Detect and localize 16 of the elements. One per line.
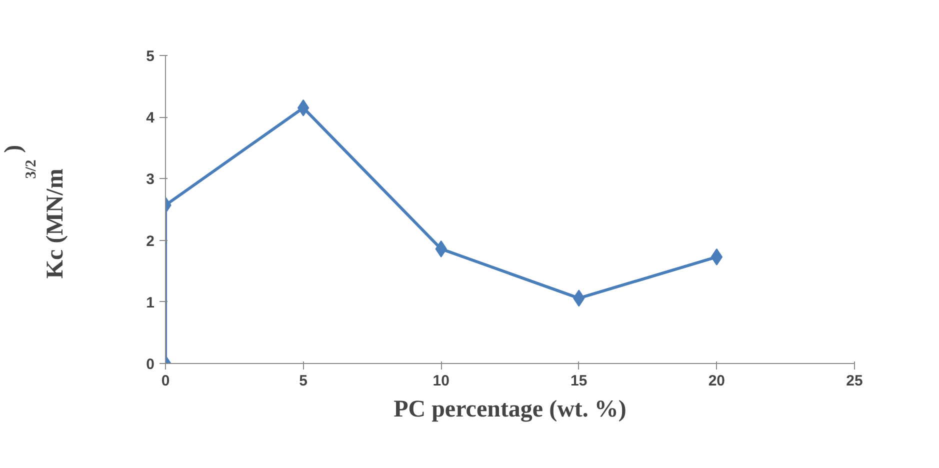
point xyxy=(710,248,723,266)
point xyxy=(297,99,310,116)
y-tick-label: 1 xyxy=(146,294,154,312)
y-tick-label: 5 xyxy=(146,48,154,65)
y-tick-label: 4 xyxy=(146,110,156,127)
x-tick-label: 0 xyxy=(161,372,170,390)
x-tick-label: 25 xyxy=(846,372,863,390)
y-tick-label: 3 xyxy=(146,171,154,188)
x-tick-label: 5 xyxy=(299,372,308,390)
x-tick-label: 20 xyxy=(708,372,726,390)
y-tick-label: 0 xyxy=(146,356,154,373)
y-tick-label: 2 xyxy=(146,232,154,250)
x-tick-label: 10 xyxy=(432,372,450,390)
x-tick-label: 15 xyxy=(570,372,588,390)
y-axis-title: Kc (MN/m3/2) xyxy=(0,144,68,279)
x-axis-title: PC percentage (wt. %) xyxy=(394,396,626,422)
